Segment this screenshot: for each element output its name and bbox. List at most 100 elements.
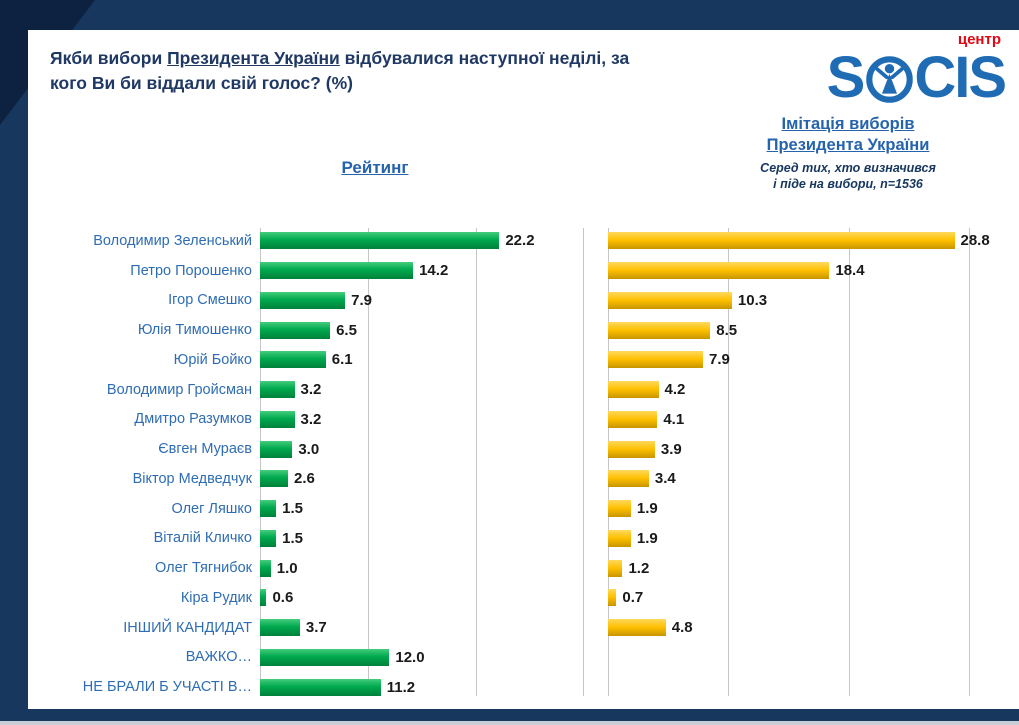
value-label: 7.9 — [709, 351, 730, 369]
gridline — [367, 228, 369, 696]
value-label: 2.6 — [294, 470, 315, 488]
category-label: ВАЖКО… — [185, 649, 252, 666]
bar-row: 1.0 — [260, 553, 605, 583]
bar-row — [608, 643, 993, 673]
value-label: 4.8 — [671, 619, 693, 637]
bar-row: 4.2 — [608, 375, 993, 405]
bar-row: 11.2 — [260, 672, 605, 702]
gridline — [848, 228, 850, 696]
value-label: 22.2 — [505, 232, 535, 250]
value-label: 12.0 — [395, 648, 425, 666]
rating-bar — [260, 321, 331, 339]
rating-bar — [260, 648, 390, 666]
imitation-bar — [608, 291, 732, 309]
category-labels-column: Володимир Зеленський Петро Порошенко Ігор … — [28, 226, 260, 702]
rating-bar — [260, 500, 277, 518]
gridline — [968, 228, 970, 696]
category-label: Євген Мураєв — [158, 441, 252, 458]
bar-row: 8.5 — [608, 315, 993, 345]
bar-row: 6.5 — [260, 315, 605, 345]
right-chart-subtitle-line1: Серед тих, хто визначився — [760, 160, 936, 175]
value-label: 6.1 — [331, 351, 353, 369]
right-chart-title: Імітація виборів Президента України Сере… — [668, 114, 1019, 192]
category-label: Дмитро Разумков — [134, 411, 252, 428]
bar-row: 14.2 — [260, 256, 605, 286]
bar-row: 7.9 — [608, 345, 993, 375]
rating-bar — [260, 470, 289, 488]
bar-row: 3.4 — [608, 464, 993, 494]
value-label: 4.2 — [664, 381, 686, 399]
imitation-bar — [608, 232, 955, 250]
category-label: Віктор Медведчук — [132, 470, 252, 487]
rating-bar — [260, 291, 346, 309]
category-label: Петро Порошенко — [130, 262, 252, 279]
bar-row — [608, 672, 993, 702]
gridline — [475, 228, 477, 696]
question-underlined-text: Президента України — [167, 48, 340, 68]
value-label: 8.5 — [716, 321, 738, 339]
rating-bar — [260, 440, 293, 458]
category-label: НЕ БРАЛИ Б УЧАСТІ В… — [82, 679, 252, 696]
bar-row: 0.6 — [260, 583, 605, 613]
logo-letters-cis: CIS — [914, 44, 1007, 110]
value-label: 18.4 — [835, 262, 865, 280]
gridline — [583, 228, 585, 696]
rating-bar — [260, 529, 277, 547]
bar-row: 3.2 — [260, 375, 605, 405]
category-label: Кіра Рудик — [180, 589, 252, 606]
imitation-bar — [608, 619, 666, 637]
imitation-bar — [608, 559, 623, 577]
bar-row: 1.5 — [260, 494, 605, 524]
value-label: 1.5 — [282, 500, 304, 518]
value-label: 0.6 — [272, 589, 294, 607]
value-label: 3.2 — [300, 381, 322, 399]
bar-row: 18.4 — [608, 256, 993, 286]
frame-bottom-gray-band — [0, 721, 1019, 725]
bar-row: 3.0 — [260, 434, 605, 464]
left-bars-column: 22.2 14.2 7.9 6.5 6.1 3.2 3.2 3.0 2.6 1.5 1.5 1.0 0.… — [260, 226, 605, 702]
bar-row: 2.6 — [260, 464, 605, 494]
category-label: Віталій Кличко — [153, 530, 252, 547]
value-label: 11.2 — [386, 678, 416, 696]
value-label: 0.7 — [622, 589, 644, 607]
rating-bar — [260, 232, 500, 250]
bar-row: 3.7 — [260, 613, 605, 643]
value-label: 6.5 — [336, 321, 357, 339]
value-label: 1.9 — [636, 529, 658, 547]
rating-bar — [260, 589, 267, 607]
right-chart-title-line1: Імітація виборів — [781, 115, 915, 133]
category-label: Юлія Тимошенко — [137, 322, 252, 339]
value-label: 3.2 — [300, 410, 322, 428]
category-label: Юрій Бойко — [173, 351, 252, 368]
logo-person-icon — [866, 55, 914, 103]
imitation-bar — [608, 381, 659, 399]
question-text-line2: кого Ви би віддали свій голос? (%) — [50, 73, 353, 94]
value-label: 1.5 — [282, 529, 304, 547]
bar-row: 1.9 — [608, 494, 993, 524]
question-text-pre: Якби вибори — [50, 48, 168, 68]
bar-row: 12.0 — [260, 643, 605, 673]
value-label: 3.4 — [654, 470, 676, 488]
value-label: 1.2 — [628, 559, 650, 577]
rating-bar — [260, 262, 414, 280]
right-chart-title-line2: Президента України — [766, 136, 930, 155]
logo-subtitle: центр — [957, 31, 1001, 48]
rating-bar — [260, 351, 326, 369]
socis-logo: центр S CIS — [827, 31, 1007, 110]
imitation-bar — [608, 529, 631, 547]
category-label: Володимир Зеленський — [93, 232, 252, 249]
bar-row: 3.9 — [608, 434, 993, 464]
bar-row: 3.2 — [260, 405, 605, 435]
imitation-bar — [608, 321, 711, 339]
content-panel: Якби вибори Президента України відбували… — [28, 30, 1019, 709]
right-chart-subtitle: Серед тих, хто визначився і піде на вибо… — [668, 160, 1019, 193]
bar-row: 0.7 — [608, 583, 993, 613]
value-label: 4.1 — [663, 410, 685, 428]
right-bars-column: 28.8 18.4 10.3 8.5 7.9 4.2 4.1 3.9 3.4 1.9 1.9 1.2 0… — [608, 226, 993, 702]
rating-bar — [260, 619, 300, 637]
rating-bar — [260, 410, 295, 428]
question-text-post: відбувалися наступної неділі, за — [339, 48, 630, 68]
imitation-bar — [608, 470, 649, 488]
bar-row: 22.2 — [260, 226, 605, 256]
bar-row: 28.8 — [608, 226, 993, 256]
